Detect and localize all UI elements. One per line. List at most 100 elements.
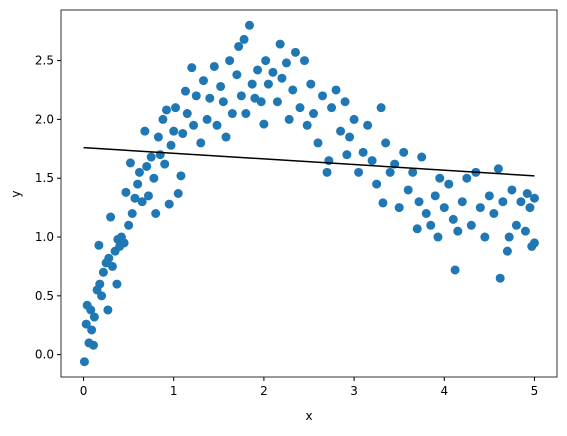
point <box>119 238 129 248</box>
point <box>522 189 532 198</box>
point <box>106 212 116 222</box>
point <box>376 103 386 113</box>
point <box>302 120 312 130</box>
point <box>272 97 282 107</box>
point <box>309 109 319 119</box>
point <box>149 173 159 183</box>
point <box>187 63 197 73</box>
point <box>221 132 231 142</box>
point <box>241 109 251 119</box>
point <box>511 220 521 230</box>
y-tick-label: 1.5 <box>35 171 54 185</box>
point <box>164 199 174 209</box>
point <box>256 97 266 107</box>
point <box>244 20 254 30</box>
point <box>345 132 355 142</box>
point <box>288 85 298 95</box>
point <box>367 156 377 166</box>
x-tick-label: 4 <box>440 384 448 398</box>
point <box>493 164 503 174</box>
point <box>529 238 539 248</box>
point <box>268 67 278 77</box>
point <box>263 79 273 89</box>
y-tick-label: 0.5 <box>35 289 54 303</box>
point <box>284 114 294 124</box>
point <box>462 173 472 183</box>
point <box>247 79 257 89</box>
point <box>162 105 172 115</box>
point <box>331 85 341 95</box>
point <box>191 91 201 101</box>
y-tick-label: 2.0 <box>35 112 54 126</box>
point <box>295 103 305 113</box>
point <box>158 114 168 124</box>
point <box>306 79 316 89</box>
point <box>88 340 98 350</box>
point <box>127 208 137 218</box>
y-tick-label: 1.0 <box>35 230 54 244</box>
point <box>209 61 219 71</box>
point <box>216 81 226 91</box>
point <box>498 197 508 207</box>
point <box>381 138 391 148</box>
point <box>112 279 122 289</box>
point <box>133 179 143 189</box>
point <box>529 193 539 203</box>
point <box>394 203 404 213</box>
point <box>137 197 147 207</box>
point <box>453 226 463 236</box>
point <box>87 325 97 335</box>
point <box>504 232 514 242</box>
point <box>502 246 512 256</box>
point <box>173 189 183 198</box>
point <box>495 273 505 283</box>
point <box>143 191 153 201</box>
point <box>385 167 395 177</box>
point <box>414 197 424 207</box>
point <box>354 167 364 177</box>
point <box>79 357 89 367</box>
point <box>358 147 368 157</box>
point <box>182 109 192 119</box>
point <box>450 265 460 275</box>
point <box>439 203 449 213</box>
point <box>516 197 526 207</box>
point <box>97 291 107 301</box>
point <box>261 56 271 66</box>
point <box>124 220 134 230</box>
point <box>189 120 199 130</box>
point <box>426 220 436 230</box>
point <box>466 220 476 230</box>
point <box>475 203 485 213</box>
point <box>433 232 443 242</box>
point <box>525 203 535 213</box>
point <box>125 158 135 168</box>
x-tick-label: 2 <box>260 384 268 398</box>
point <box>435 173 445 183</box>
point <box>218 97 228 107</box>
point <box>520 226 530 236</box>
point <box>169 126 179 136</box>
point <box>176 171 186 181</box>
point <box>98 267 108 277</box>
point <box>140 126 150 136</box>
point <box>421 208 431 218</box>
point <box>277 73 287 83</box>
point <box>236 91 246 101</box>
point <box>412 224 422 234</box>
point <box>336 126 346 136</box>
x-axis-label: x <box>305 409 312 423</box>
point <box>318 91 328 101</box>
point <box>171 103 181 113</box>
point <box>160 159 170 169</box>
x-tick-label: 5 <box>531 384 539 398</box>
point <box>95 279 105 289</box>
point <box>225 56 235 66</box>
point <box>507 185 517 195</box>
x-tick-label: 3 <box>350 384 358 398</box>
point <box>202 114 212 124</box>
point <box>212 120 222 130</box>
point <box>196 138 206 148</box>
axes-frame <box>60 9 558 378</box>
point <box>322 167 332 177</box>
